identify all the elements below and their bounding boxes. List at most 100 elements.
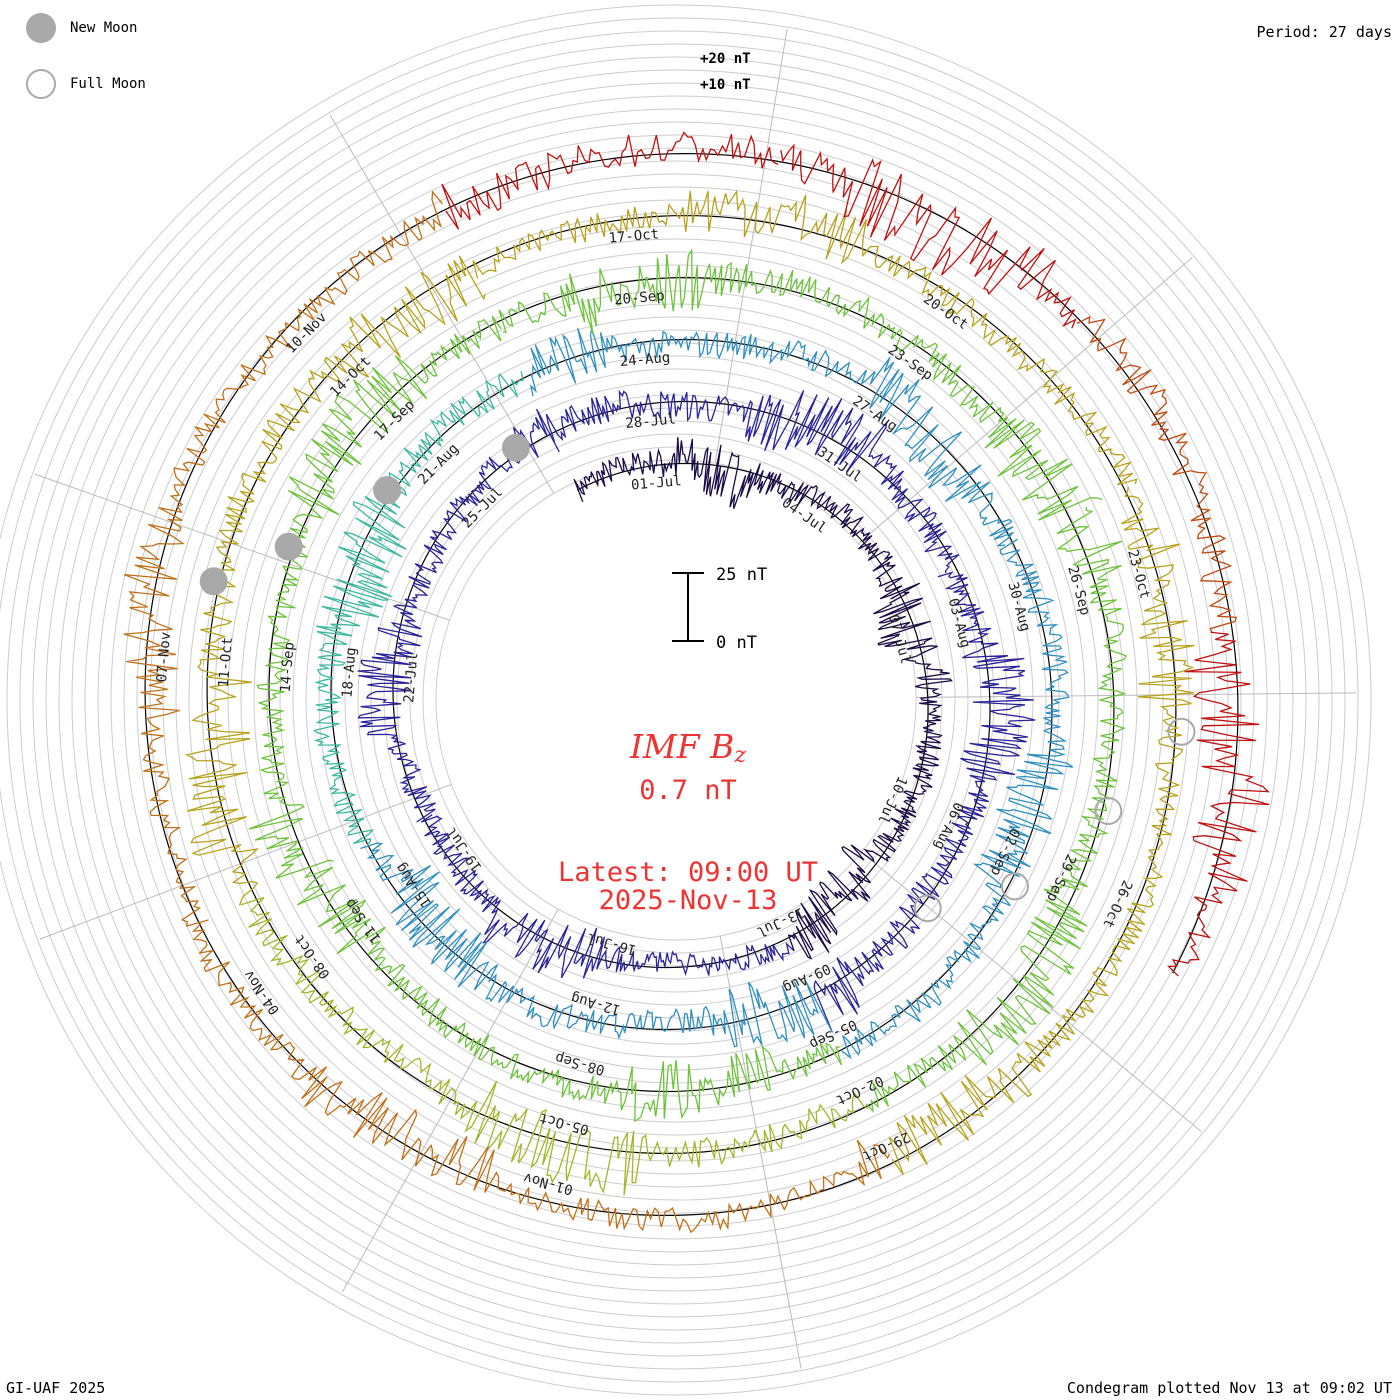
grid-circle — [396, 420, 956, 980]
grid-circle — [162, 186, 1190, 1214]
grid-circle — [58, 82, 1294, 1318]
grid-circle — [110, 134, 1242, 1266]
grid-circle — [240, 264, 1112, 1136]
date-label: 20-Sep — [614, 288, 666, 309]
grid-circle — [292, 316, 1060, 1084]
scale-bar: 25 nT 0 nT — [672, 565, 767, 653]
series-trace — [191, 922, 891, 1234]
new-moon-marker — [274, 532, 303, 561]
new-moon-marker — [373, 476, 402, 505]
new-moon-marker — [199, 567, 228, 596]
series-trace — [441, 131, 779, 230]
grid-circle — [136, 160, 1216, 1240]
date-label: 04-Jul — [779, 495, 830, 537]
grid-circle — [84, 108, 1268, 1292]
grid-circle — [19, 43, 1333, 1357]
full-moon-marker — [1094, 796, 1123, 825]
date-label: 17-Oct — [608, 226, 660, 247]
grid-circle — [370, 394, 982, 1006]
series-layer — [123, 131, 1270, 1234]
series-trace — [123, 190, 443, 927]
date-label: 18-Aug — [339, 647, 359, 699]
latest-time: Latest: 09:00 UT — [0, 857, 1376, 888]
full-moon-icon — [26, 69, 56, 99]
legend-new-moon: New Moon — [26, 13, 137, 43]
parameter-value: 0.7 nT — [0, 775, 1376, 806]
scale-bar-top-label: 25 nT — [716, 565, 767, 585]
series-trace — [1167, 631, 1270, 977]
legend-full-moon-label: Full Moon — [70, 76, 146, 92]
legend-full-moon: Full Moon — [26, 69, 146, 99]
series-trace — [1076, 315, 1238, 633]
period-label: Period: 27 days — [1256, 23, 1392, 41]
grid-spoke — [34, 473, 450, 621]
grid-circle — [266, 290, 1086, 1110]
parameter-title: IMF Bz — [0, 727, 1376, 768]
date-label: 22-Jul — [401, 652, 421, 704]
series-trace — [296, 866, 843, 1122]
new-moon-icon — [26, 13, 56, 43]
date-label: 31-Jul — [814, 444, 865, 486]
date-label-layer: 01-Jul04-Jul07-Jul10-Jul13-Jul16-Jul19-J… — [154, 226, 1153, 1197]
series-trace — [787, 591, 953, 960]
full-moon-marker — [1167, 717, 1196, 746]
grid-spoke — [341, 908, 559, 1293]
date-label: 07-Nov — [154, 631, 174, 683]
grid-spoke — [39, 783, 452, 940]
grid-circle — [279, 303, 1073, 1097]
date-label: 05-Oct — [538, 1109, 591, 1137]
series-trace — [545, 389, 960, 574]
grid-circle — [0, 17, 1359, 1383]
date-label: 28-Jul — [625, 411, 677, 432]
series-trace — [472, 189, 1138, 486]
date-label: 05-Sep — [807, 1016, 860, 1052]
grid-spoke — [915, 692, 1356, 698]
grid-circle — [357, 381, 995, 1019]
latest-date: 2025-Nov-13 — [0, 885, 1376, 916]
full-moon-marker — [1000, 872, 1029, 901]
scale-bar-bottom-label: 0 nT — [716, 633, 757, 653]
series-trace — [420, 814, 795, 979]
series-trace — [360, 842, 834, 1048]
date-label: 14-Sep — [278, 641, 298, 693]
legend-new-moon-label: New Moon — [70, 20, 138, 36]
parameter-subscript: z — [734, 743, 747, 769]
full-moon-marker — [913, 894, 942, 923]
grid-circle — [201, 225, 1151, 1175]
date-label: 01-Jul — [630, 473, 682, 494]
date-label: 26-Sep — [1064, 564, 1093, 617]
grid-circle — [305, 329, 1047, 1071]
date-label: 12-Aug — [569, 989, 622, 1017]
grid-circle — [0, 4, 1372, 1396]
date-label: 25-Jul — [459, 484, 506, 531]
grid-circle — [123, 147, 1229, 1253]
series-trace — [840, 538, 1074, 1060]
outer-scale-labels: +20 nT +10 nT — [700, 51, 751, 93]
date-label: 10-Nov — [283, 310, 330, 357]
outer-scale-label-20: +20 nT — [700, 51, 751, 67]
grid-spoke — [714, 29, 788, 464]
grid-layer — [0, 4, 1372, 1396]
grid-circle — [149, 173, 1203, 1227]
grid-circle — [32, 56, 1320, 1344]
date-label: 24-Aug — [619, 350, 671, 371]
zero-level-spiral — [144, 152, 1239, 1216]
latest-date-text: 2025-Nov-13 — [598, 885, 778, 916]
grid-circle — [409, 433, 943, 967]
series-trace — [184, 255, 486, 906]
grid-circle — [344, 368, 1008, 1032]
grid-circle — [71, 95, 1281, 1305]
series-trace — [248, 315, 502, 879]
series-trace — [357, 408, 560, 823]
parameter-value-text: 0.7 nT — [639, 775, 737, 806]
date-label: 16-Jul — [585, 929, 638, 957]
series-trace — [573, 437, 921, 600]
series-trace — [529, 326, 1015, 547]
grid-circle — [435, 459, 917, 941]
grid-spoke — [857, 257, 1193, 545]
series-trace — [865, 506, 1128, 1113]
footer-plot-time: Condegram plotted Nov 13 at 09:02 UT — [1066, 1379, 1392, 1397]
date-label: 11-Oct — [216, 636, 236, 688]
footer-credit: GI-UAF 2025 — [6, 1379, 106, 1397]
